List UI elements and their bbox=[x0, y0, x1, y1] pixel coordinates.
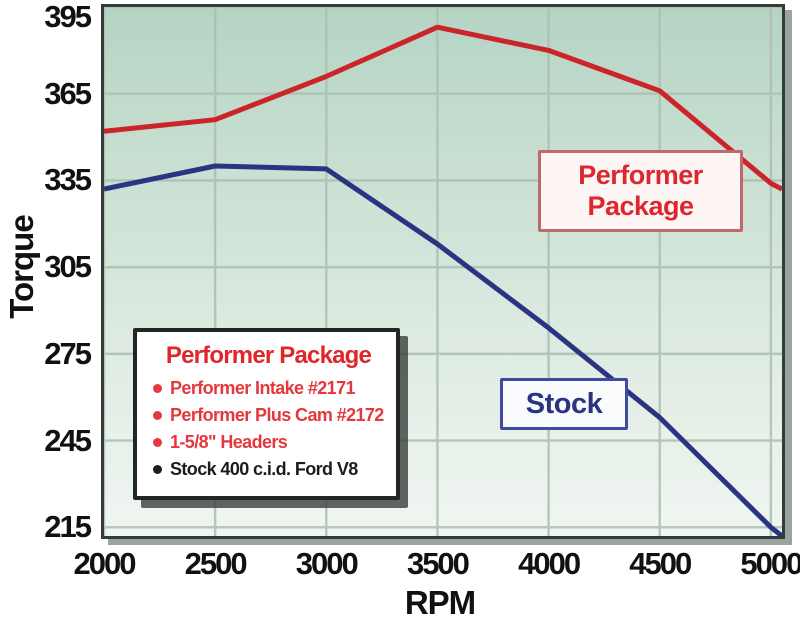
x-tick-label: 2000 bbox=[73, 546, 137, 581]
bullet-icon bbox=[153, 384, 162, 393]
y-tick-label: 305 bbox=[44, 249, 92, 285]
x-tick-label: 3500 bbox=[406, 546, 470, 581]
bullet-icon bbox=[153, 411, 162, 420]
performer-package-annotation: Performer Package bbox=[538, 150, 743, 232]
bullet-icon bbox=[153, 438, 162, 447]
stock-annotation-text: Stock bbox=[525, 387, 603, 420]
legend-item-text: 1-5/8" Headers bbox=[170, 432, 288, 452]
legend-items: Performer Intake #2171 Performer Plus Cam… bbox=[153, 377, 384, 481]
legend-item: 1-5/8" Headers bbox=[153, 431, 384, 454]
legend-item-text: Performer Intake #2171 bbox=[170, 378, 356, 398]
x-tick-label: 5000 bbox=[740, 546, 800, 581]
performer-package-line bbox=[104, 24, 782, 192]
y-tick-label: 365 bbox=[44, 75, 92, 111]
y-tick-label: 275 bbox=[44, 335, 92, 371]
x-tick-label: 3000 bbox=[295, 546, 359, 581]
legend-item: Stock 400 c.i.d. Ford V8 bbox=[153, 458, 384, 481]
x-axis-title: RPM bbox=[404, 584, 476, 620]
y-tick-label: 395 bbox=[44, 0, 92, 34]
y-tick-label: 335 bbox=[44, 162, 92, 198]
legend-item-text: Performer Plus Cam #2172 bbox=[170, 405, 384, 425]
performer-annotation-line1: Performer bbox=[578, 160, 703, 191]
stock-line bbox=[104, 163, 782, 536]
x-tick-label: 2500 bbox=[184, 546, 248, 581]
y-tick-label: 245 bbox=[44, 422, 92, 458]
legend-item: Performer Plus Cam #2172 bbox=[153, 404, 384, 427]
y-tick-label: 215 bbox=[44, 509, 92, 545]
performer-annotation-line2: Package bbox=[587, 191, 694, 221]
legend-item: Performer Intake #2171 bbox=[153, 377, 384, 400]
legend-item-text: Stock 400 c.i.d. Ford V8 bbox=[170, 459, 358, 479]
x-tick-label: 4500 bbox=[629, 546, 692, 581]
legend-title: Performer Package bbox=[165, 342, 372, 369]
legend-box: Performer Package Performer Intake #2171… bbox=[133, 328, 400, 500]
x-tick-label: 4000 bbox=[518, 546, 581, 581]
stock-annotation: Stock bbox=[500, 378, 628, 430]
bullet-icon bbox=[153, 465, 162, 474]
